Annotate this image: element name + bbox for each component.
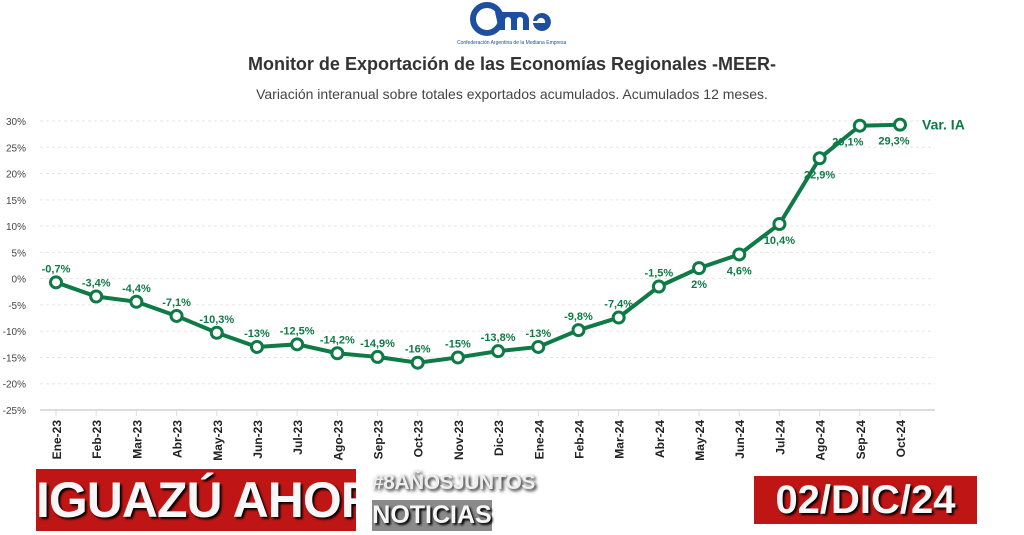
data-point [370, 349, 385, 364]
data-point [491, 344, 506, 359]
x-tick-label: May-24 [693, 420, 707, 461]
data-point [852, 118, 867, 133]
x-tick-label: Dic-23 [492, 420, 506, 456]
logo-subtext: Confederación Argentina de la Mediana Em… [457, 40, 566, 46]
y-tick-label: 0% [12, 275, 27, 286]
chart-title: Monitor de Exportación de las Economías … [247, 54, 777, 74]
data-point [89, 289, 104, 304]
data-point [209, 325, 224, 340]
data-label: -3,4% [82, 278, 111, 290]
data-point [893, 117, 907, 132]
data-label: 2% [691, 279, 707, 291]
data-label: -16% [405, 344, 431, 356]
data-label: 4,6% [727, 265, 752, 277]
x-tick-label: Jul-24 [773, 420, 787, 455]
data-label: 29,1% [832, 137, 863, 149]
x-tick-label: Sep-23 [372, 420, 386, 460]
brand-banner: IGUAZÚ AHORA [36, 469, 356, 531]
x-tick-label: Feb-24 [572, 420, 586, 459]
data-label: 10,4% [764, 235, 795, 247]
came-logo: Confederación Argentina de la Mediana Em… [457, 2, 566, 46]
y-tick-label: 25% [6, 143, 26, 154]
x-tick-label: Ene-24 [532, 420, 546, 460]
x-tick-label: May-23 [211, 420, 225, 461]
x-tick-label: Nov-23 [452, 420, 466, 460]
data-label: -15% [445, 338, 471, 350]
data-point [410, 355, 425, 370]
data-point [611, 310, 626, 325]
data-point [772, 216, 787, 231]
x-tick-label: Oct-24 [894, 420, 908, 458]
data-label: -1,5% [644, 268, 673, 280]
x-tick-label: Mar-23 [130, 420, 144, 459]
data-label: -14,9% [360, 338, 395, 350]
x-tick-label: Ago-23 [331, 420, 345, 461]
data-label: -13% [244, 328, 270, 340]
data-label: -12,5% [280, 325, 315, 337]
x-tick-label: Oct-23 [412, 420, 426, 458]
data-point [49, 275, 63, 290]
data-label: -7,1% [162, 297, 191, 309]
series-legend-label: Var. IA [922, 117, 965, 133]
data-label: 29,3% [878, 136, 909, 148]
data-label: -9,8% [564, 311, 593, 323]
y-tick-label: -10% [3, 327, 26, 338]
y-tick-label: 20% [6, 170, 26, 181]
data-point [290, 337, 305, 352]
data-label: -4,4% [122, 283, 151, 295]
y-tick-label: 15% [6, 196, 26, 207]
y-tick-label: -20% [3, 380, 26, 391]
y-tick-label: -15% [3, 353, 26, 364]
y-tick-label: 10% [6, 222, 26, 233]
chart-subtitle: Variación interanual sobre totales expor… [256, 86, 768, 102]
y-tick-label: -5% [8, 301, 26, 312]
data-point [249, 339, 264, 354]
x-tick-label: Ene-23 [50, 420, 64, 460]
x-tick-label: Abr-24 [653, 420, 667, 458]
data-point [330, 346, 345, 361]
x-tick-label: Abr-23 [171, 420, 185, 458]
y-tick-label: -25% [3, 406, 26, 417]
x-tick-label: Sep-24 [854, 420, 868, 460]
data-point [169, 308, 184, 323]
data-label: -13% [525, 328, 551, 340]
y-tick-label: 30% [6, 117, 26, 128]
data-point [571, 323, 586, 338]
data-label: -13,8% [481, 332, 516, 344]
section-badge: NOTICIAS [372, 500, 492, 531]
data-point [129, 294, 144, 309]
x-tick-label: Feb-23 [90, 420, 104, 459]
x-tick-label: Jul-23 [291, 420, 305, 455]
series-line [55, 122, 901, 365]
data-point [651, 279, 666, 294]
x-tick-label: Mar-24 [613, 420, 627, 459]
data-point [812, 151, 827, 166]
data-point [732, 247, 747, 262]
x-tick-label: Ago-24 [814, 420, 828, 461]
hashtag-text: #8AÑOSJUNTOS [372, 471, 535, 494]
data-label: -10,3% [199, 314, 234, 326]
x-tick-label: Jun-23 [251, 420, 265, 459]
x-tick-label: Jun-24 [733, 420, 747, 459]
data-label: 22,9% [804, 169, 835, 181]
data-point [692, 261, 707, 276]
data-point [450, 350, 465, 365]
data-label: -0,7% [42, 263, 71, 275]
data-point [531, 339, 546, 354]
date-banner: 02/DIC/24 [754, 476, 977, 524]
y-tick-label: 5% [12, 248, 27, 259]
data-label: -7,4% [604, 299, 633, 311]
data-label: -14,2% [320, 334, 355, 346]
